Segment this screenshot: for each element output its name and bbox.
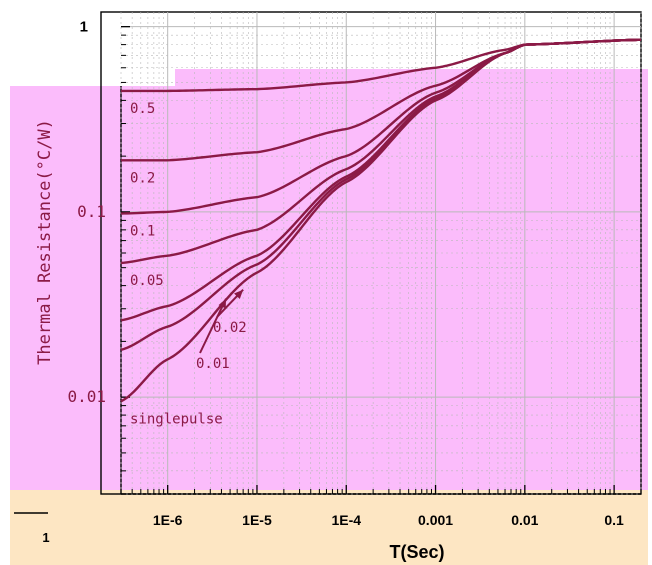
series-label-singlepulse: singlepulse bbox=[130, 411, 223, 427]
x-tick-label: 1E-4 bbox=[331, 512, 361, 528]
annotation-arrow-line bbox=[199, 298, 227, 354]
main-tint-region bbox=[10, 86, 648, 490]
tick-layer bbox=[120, 26, 642, 495]
series-label-0.05: 0.05 bbox=[130, 273, 164, 289]
y-tick-label: 1 bbox=[80, 19, 88, 36]
series-label-0.5: 0.5 bbox=[130, 101, 155, 117]
x-tick-label: 1E-5 bbox=[242, 512, 272, 528]
curve-layer bbox=[120, 38, 642, 403]
x-tick-label: 1E-6 bbox=[153, 512, 183, 528]
y-tick-label: 0.01 bbox=[67, 387, 106, 406]
top-tint-strip bbox=[175, 69, 648, 87]
x-axis-title: T(Sec) bbox=[389, 542, 444, 562]
extra-x-tick-label: 1 bbox=[42, 530, 49, 545]
series-curve-singlepulse bbox=[120, 38, 642, 403]
x-tick-label: 0.1 bbox=[604, 512, 624, 528]
x-tick-label: 0.01 bbox=[511, 512, 538, 528]
annotation-label-0.01: 0.01 bbox=[196, 356, 230, 372]
annotation-arrowhead bbox=[218, 298, 227, 309]
annotation-arrowhead bbox=[234, 289, 244, 300]
annotation-label-0.02: 0.02 bbox=[213, 320, 247, 336]
y-tick-label: 0.1 bbox=[77, 202, 106, 221]
bottom-tint-region bbox=[10, 490, 648, 565]
y-axis-title: Thermal Resistance(°C/W) bbox=[35, 119, 55, 365]
x-tick-label: 0.001 bbox=[418, 512, 453, 528]
series-label-0.1: 0.1 bbox=[130, 224, 155, 240]
series-label-0.2: 0.2 bbox=[130, 170, 155, 186]
label-layer: 1E-6 1E-5 1E-4 0.001 0.01 0.1 1 0.1 0.01 0.5 0.2 0.… bbox=[67, 19, 624, 528]
